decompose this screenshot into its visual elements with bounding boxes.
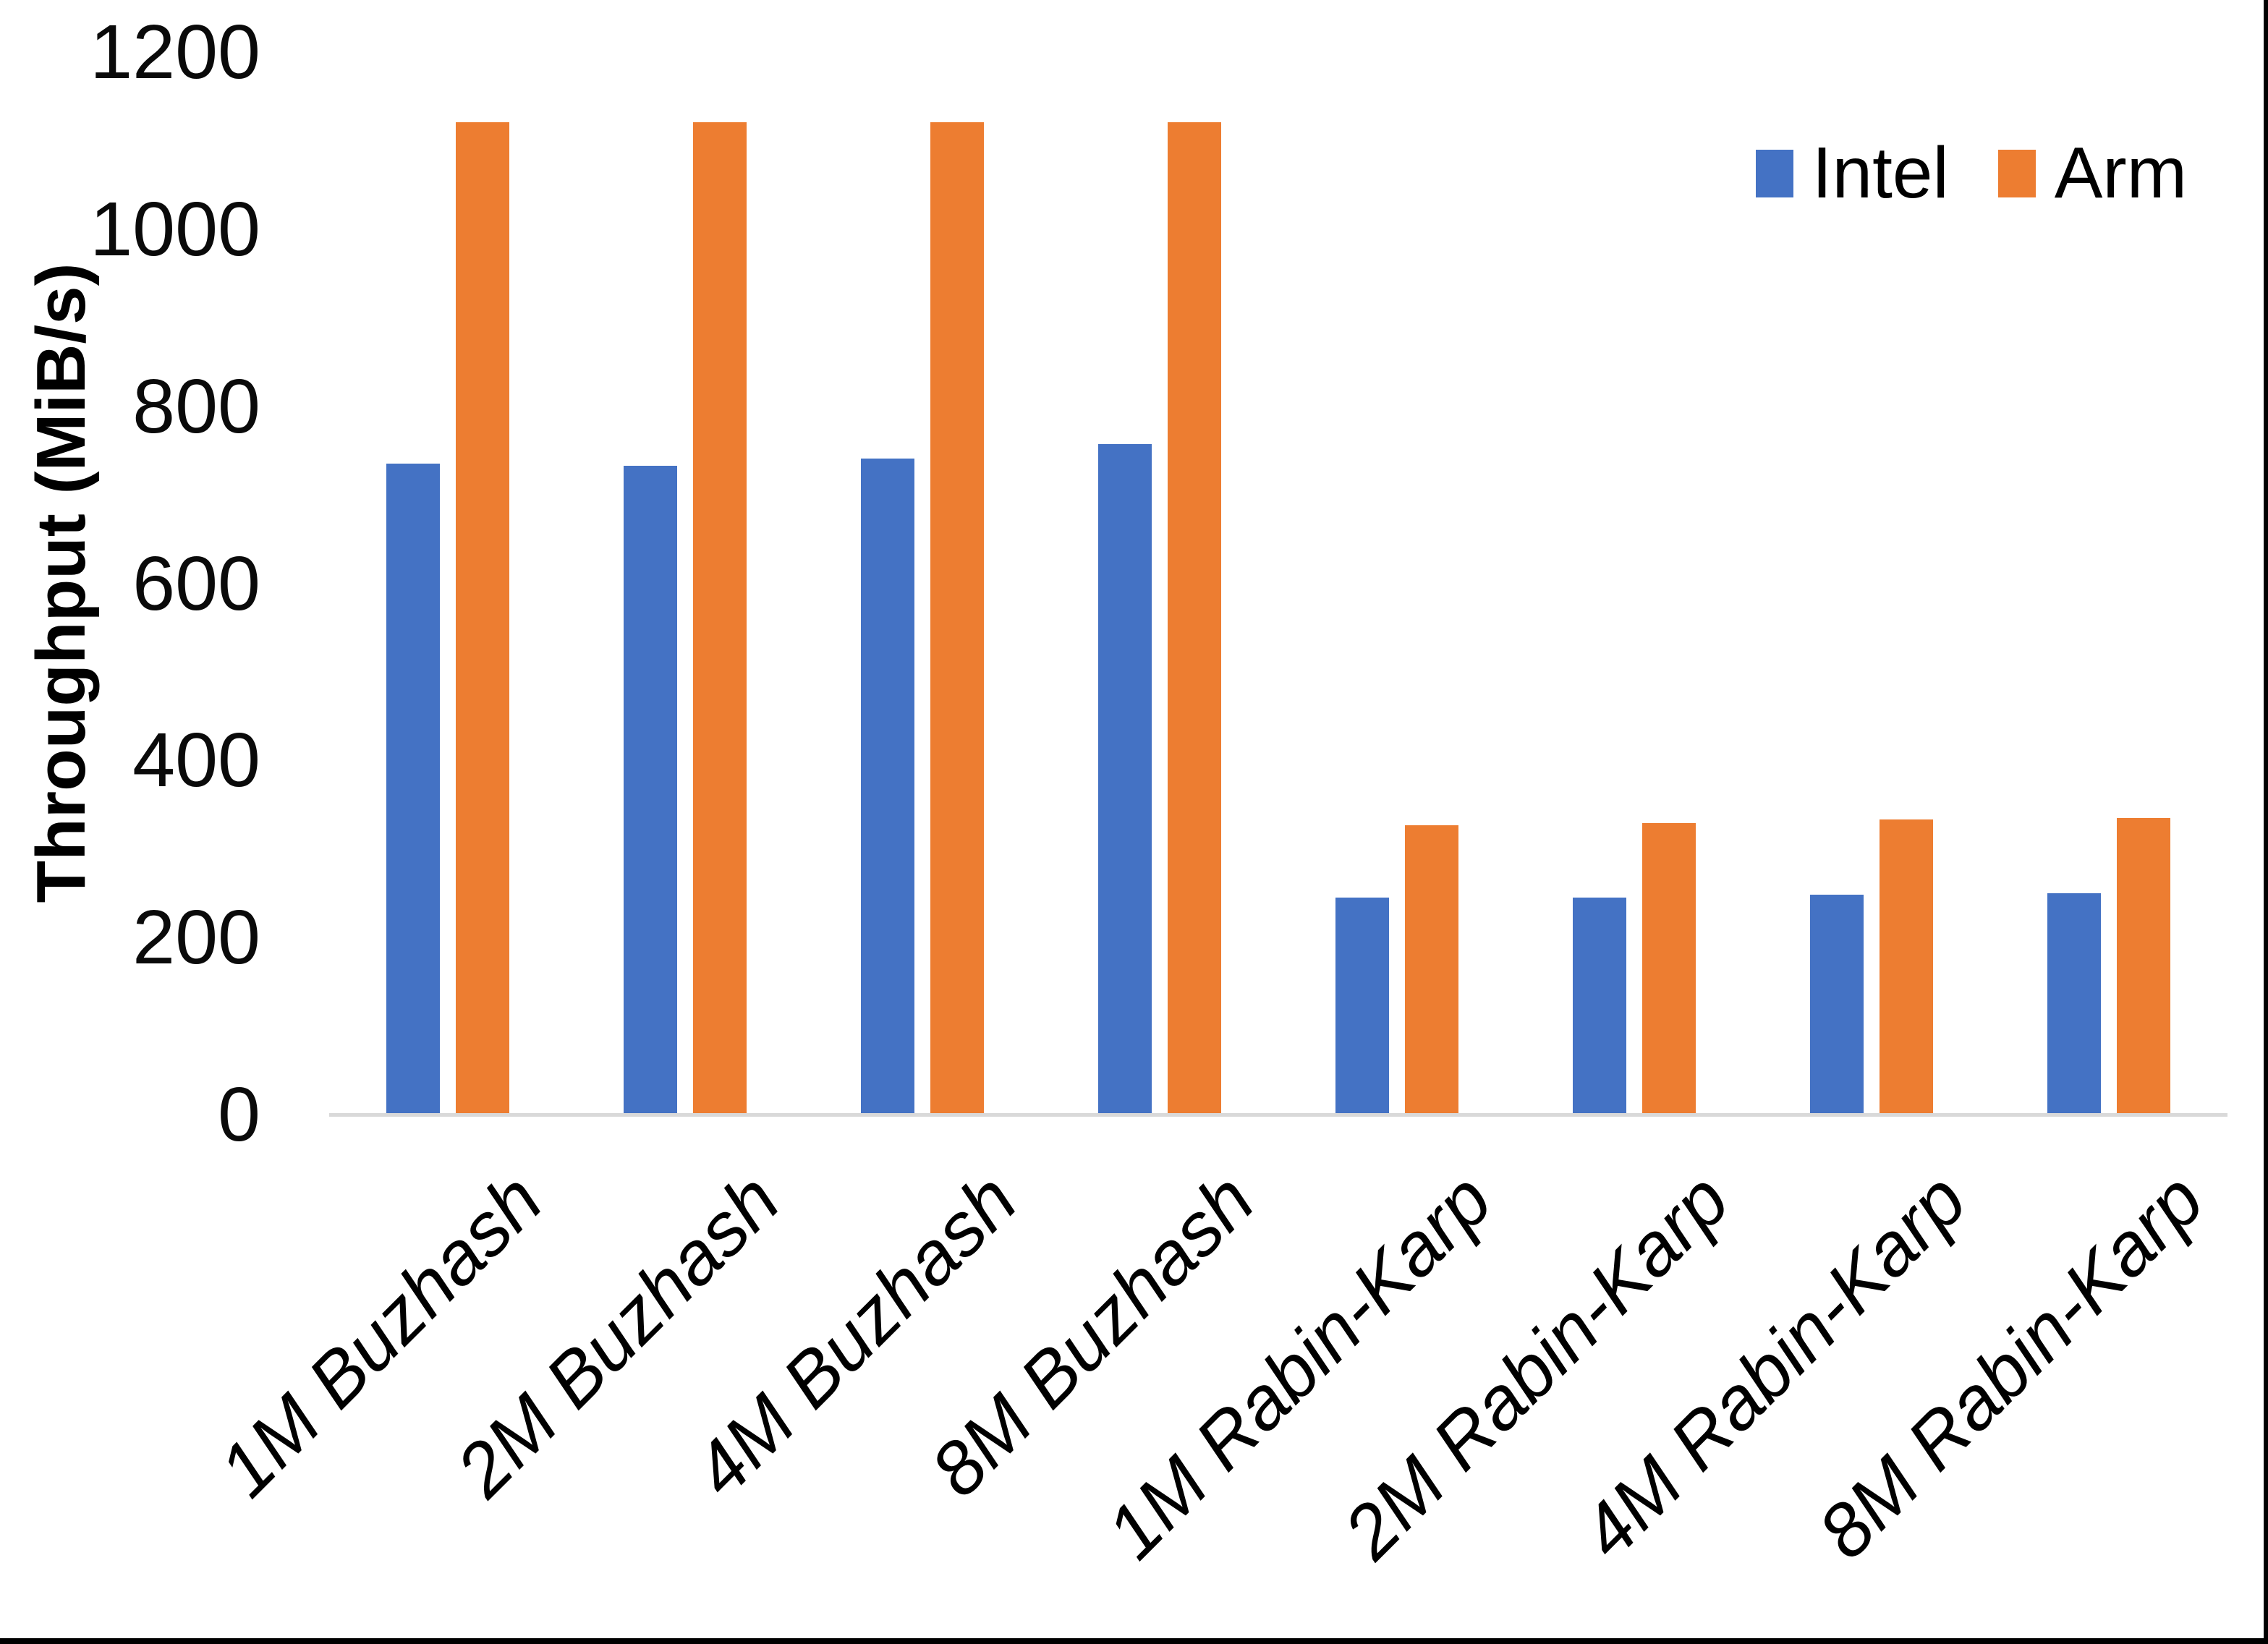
bar-intel-1m-rabin-karp xyxy=(1335,898,1389,1115)
y-tick-200: 200 xyxy=(132,895,260,981)
bar-intel-1m-buzhash xyxy=(386,464,440,1115)
bar-arm-4m-buzhash xyxy=(930,122,984,1115)
bar-group-1m-buzhash xyxy=(329,52,566,1115)
legend-swatch-arm xyxy=(1997,149,2036,197)
bar-intel-4m-rabin-karp xyxy=(1810,895,1864,1115)
y-tick-1200: 1200 xyxy=(90,9,260,95)
screen-edge-right xyxy=(2264,0,2268,1644)
bar-arm-8m-rabin-karp xyxy=(2117,818,2170,1115)
bar-intel-4m-buzhash xyxy=(861,459,914,1115)
plot-area xyxy=(329,52,2227,1115)
bar-arm-1m-buzhash xyxy=(456,122,509,1115)
y-tick-600: 600 xyxy=(132,540,260,626)
bar-group-4m-rabin-karp xyxy=(1753,52,1990,1115)
x-axis-line xyxy=(329,1113,2227,1117)
bar-arm-1m-rabin-karp xyxy=(1405,825,1458,1115)
bar-group-1m-rabin-karp xyxy=(1278,52,1516,1115)
bar-intel-2m-buzhash xyxy=(624,466,677,1115)
y-tick-400: 400 xyxy=(132,717,260,804)
legend-item-intel: Intel xyxy=(1755,132,1949,215)
legend-item-arm: Arm xyxy=(1997,132,2187,215)
y-tick-1000: 1000 xyxy=(90,186,260,272)
bar-group-2m-buzhash xyxy=(566,52,804,1115)
bar-arm-8m-buzhash xyxy=(1168,122,1221,1115)
y-tick-0: 0 xyxy=(218,1072,260,1157)
legend-label-intel: Intel xyxy=(1812,132,1949,213)
bar-arm-2m-buzhash xyxy=(693,122,747,1115)
bar-group-8m-rabin-karp xyxy=(1990,52,2227,1115)
bar-group-8m-buzhash xyxy=(1041,52,1278,1115)
bar-group-4m-buzhash xyxy=(804,52,1041,1115)
legend: Intel Arm xyxy=(1755,132,2187,215)
bar-arm-4m-rabin-karp xyxy=(1880,819,1933,1115)
legend-swatch-intel xyxy=(1755,149,1793,197)
screen-edge-bottom xyxy=(0,1638,2268,1644)
bar-intel-8m-buzhash xyxy=(1098,444,1152,1115)
bar-intel-2m-rabin-karp xyxy=(1573,898,1626,1115)
bar-arm-2m-rabin-karp xyxy=(1642,823,1696,1115)
legend-label-arm: Arm xyxy=(2054,132,2187,213)
bar-group-2m-rabin-karp xyxy=(1516,52,1753,1115)
bar-intel-8m-rabin-karp xyxy=(2047,893,2101,1115)
y-tick-800: 800 xyxy=(132,363,260,449)
